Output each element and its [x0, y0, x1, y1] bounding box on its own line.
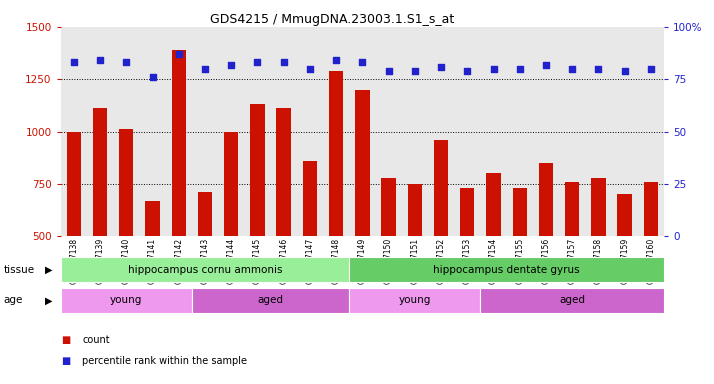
- Text: aged: aged: [258, 295, 283, 306]
- Point: [356, 60, 368, 66]
- Bar: [93, 109, 107, 236]
- Bar: [145, 200, 160, 236]
- Point: [593, 66, 604, 72]
- Text: ■: ■: [61, 335, 70, 345]
- Point: [278, 60, 289, 66]
- Point: [252, 60, 263, 66]
- Text: GDS4215 / MmugDNA.23003.1.S1_s_at: GDS4215 / MmugDNA.23003.1.S1_s_at: [210, 13, 454, 26]
- Text: young: young: [110, 295, 143, 306]
- Bar: [434, 140, 448, 236]
- Point: [199, 66, 211, 72]
- Bar: [618, 194, 632, 236]
- Text: young: young: [398, 295, 431, 306]
- Bar: [513, 188, 527, 236]
- Bar: [644, 182, 658, 236]
- Point: [383, 68, 394, 74]
- Text: aged: aged: [559, 295, 585, 306]
- Bar: [303, 161, 317, 236]
- Text: count: count: [82, 335, 110, 345]
- Bar: [460, 188, 475, 236]
- Point: [540, 61, 552, 68]
- Bar: [381, 177, 396, 236]
- Point: [436, 64, 447, 70]
- Text: ■: ■: [61, 356, 70, 366]
- Point: [68, 60, 79, 66]
- Bar: [408, 184, 422, 236]
- Text: age: age: [4, 295, 23, 306]
- Point: [514, 66, 526, 72]
- Bar: [250, 104, 265, 236]
- Bar: [329, 71, 343, 236]
- Bar: [224, 131, 238, 236]
- Point: [645, 66, 657, 72]
- Bar: [355, 90, 370, 236]
- Point: [147, 74, 159, 80]
- Bar: [119, 129, 134, 236]
- Bar: [591, 177, 605, 236]
- Point: [488, 66, 499, 72]
- Bar: [171, 50, 186, 236]
- Bar: [486, 174, 501, 236]
- Text: percentile rank within the sample: percentile rank within the sample: [82, 356, 247, 366]
- Text: hippocampus dentate gyrus: hippocampus dentate gyrus: [433, 265, 580, 275]
- Point: [619, 68, 630, 74]
- Bar: [198, 192, 212, 236]
- Point: [121, 60, 132, 66]
- Text: hippocampus cornu ammonis: hippocampus cornu ammonis: [128, 265, 282, 275]
- Bar: [66, 131, 81, 236]
- Point: [409, 68, 421, 74]
- Point: [461, 68, 473, 74]
- Bar: [565, 182, 580, 236]
- Bar: [276, 109, 291, 236]
- Bar: [539, 163, 553, 236]
- Point: [226, 61, 237, 68]
- Text: ▶: ▶: [45, 265, 52, 275]
- Point: [94, 57, 106, 63]
- Text: tissue: tissue: [4, 265, 35, 275]
- Point: [304, 66, 316, 72]
- Point: [566, 66, 578, 72]
- Point: [173, 51, 184, 57]
- Point: [331, 57, 342, 63]
- Text: ▶: ▶: [45, 295, 52, 306]
